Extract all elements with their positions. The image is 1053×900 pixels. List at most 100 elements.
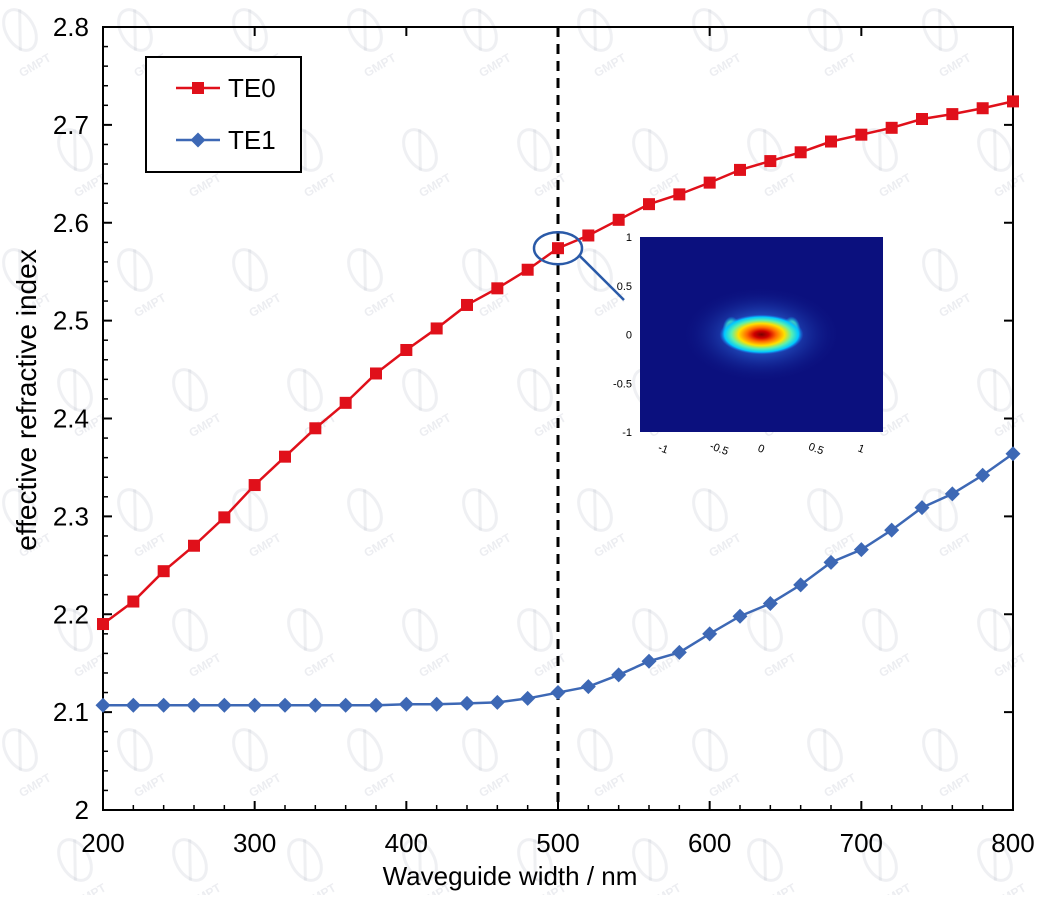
watermark-text: GMPT bbox=[706, 770, 744, 800]
watermark-icon bbox=[287, 838, 323, 882]
watermark-text: GMPT bbox=[186, 170, 224, 200]
legend-box bbox=[145, 56, 302, 173]
watermark-icon bbox=[232, 728, 268, 772]
watermark-logo: GMPT bbox=[402, 128, 454, 200]
watermark-icon bbox=[577, 8, 613, 52]
watermark-text: GMPT bbox=[876, 650, 914, 680]
watermark-icon bbox=[57, 608, 93, 652]
watermark-icon bbox=[117, 248, 153, 292]
watermark-text: GMPT bbox=[821, 770, 859, 800]
watermark-icon bbox=[938, 489, 942, 531]
y-tick-label: 2 bbox=[75, 795, 89, 825]
watermark-logo: GMPT bbox=[922, 8, 974, 80]
watermark-logo: GMPT bbox=[232, 248, 284, 320]
watermark-icon bbox=[823, 9, 827, 51]
data-point-TE1 bbox=[944, 486, 960, 502]
watermark-icon bbox=[303, 609, 307, 651]
data-point-TE1 bbox=[853, 542, 869, 558]
watermark-icon bbox=[188, 369, 192, 411]
watermark-icon bbox=[418, 609, 422, 651]
watermark-text: GMPT bbox=[531, 410, 569, 440]
data-point-TE1 bbox=[307, 697, 323, 713]
data-point-TE1 bbox=[156, 697, 172, 713]
watermark-icon bbox=[133, 9, 137, 51]
watermark-icon bbox=[632, 838, 668, 882]
watermark-text: GMPT bbox=[301, 880, 339, 895]
data-point-TE0 bbox=[188, 539, 200, 552]
watermark-logo: GMPT bbox=[692, 8, 744, 80]
watermark-icon bbox=[73, 839, 77, 881]
watermark-logo: GMPT bbox=[922, 248, 974, 320]
watermark-icon bbox=[632, 608, 668, 652]
data-point-TE0 bbox=[339, 396, 352, 409]
watermark-text: GMPT bbox=[936, 290, 974, 320]
data-point-TE0 bbox=[1007, 95, 1019, 108]
watermark-icon bbox=[117, 8, 153, 52]
watermark-icon bbox=[402, 608, 438, 652]
watermark-icon bbox=[648, 839, 652, 881]
watermark-text: GMPT bbox=[531, 170, 569, 200]
data-point-TE0 bbox=[491, 282, 504, 295]
watermark-icon bbox=[533, 609, 537, 651]
watermark-icon bbox=[478, 249, 482, 291]
watermark-icon bbox=[478, 9, 482, 51]
watermark-logo: GMPT bbox=[2, 728, 54, 800]
series-layer bbox=[95, 95, 1021, 713]
watermark-text: GMPT bbox=[246, 290, 284, 320]
watermark-icon bbox=[977, 368, 1013, 412]
watermark-icon bbox=[462, 8, 498, 52]
watermark-icon bbox=[878, 839, 882, 881]
watermark-logo: GMPT bbox=[117, 488, 169, 560]
watermark-text: GMPT bbox=[301, 650, 339, 680]
watermark-icon bbox=[248, 489, 252, 531]
watermark-text: GMPT bbox=[361, 530, 399, 560]
data-point-TE0 bbox=[400, 343, 413, 356]
watermark-logo: GMPT bbox=[2, 8, 54, 80]
watermark-icon bbox=[402, 368, 438, 412]
watermark-icon bbox=[878, 129, 882, 171]
watermark-icon bbox=[993, 609, 997, 651]
watermark-icon bbox=[287, 608, 323, 652]
watermark-logo: GMPT bbox=[692, 728, 744, 800]
watermark-logo: GMPT bbox=[747, 838, 799, 900]
x-axis-label: Waveguide width / nm bbox=[383, 861, 638, 891]
watermark-icon bbox=[692, 728, 728, 772]
watermark-logo: GMPT bbox=[117, 728, 169, 800]
watermark-text: GMPT bbox=[416, 650, 454, 680]
watermark-icon bbox=[172, 368, 208, 412]
watermark-icon bbox=[862, 128, 898, 172]
watermark-icon bbox=[922, 8, 958, 52]
data-point-TE1 bbox=[338, 697, 354, 713]
watermark-icon bbox=[57, 838, 93, 882]
watermark-text: GMPT bbox=[246, 770, 284, 800]
inset-y-tick-label: 0.5 bbox=[617, 281, 632, 293]
inset-x-tick-label: -0.5 bbox=[708, 440, 730, 458]
data-point-TE0 bbox=[885, 121, 898, 134]
connector-line bbox=[579, 255, 625, 301]
watermark-icon bbox=[363, 489, 367, 531]
watermark-icon bbox=[823, 729, 827, 771]
data-point-TE0 bbox=[612, 213, 625, 226]
watermark-icon bbox=[878, 609, 882, 651]
inset-x-tick-label: 1 bbox=[856, 442, 866, 455]
data-point-TE1 bbox=[823, 554, 839, 570]
legend-marker-TE0 bbox=[192, 82, 204, 94]
data-point-TE1 bbox=[550, 685, 566, 701]
watermark-logo: GMPT bbox=[577, 488, 629, 560]
legend-label-TE1: TE1 bbox=[228, 125, 276, 155]
data-point-TE1 bbox=[793, 577, 809, 593]
inset-y-tick-label: -0.5 bbox=[613, 378, 632, 390]
watermark-icon bbox=[517, 608, 553, 652]
data-point-TE1 bbox=[762, 595, 778, 611]
watermark-text: GMPT bbox=[16, 770, 54, 800]
watermark-icon bbox=[922, 728, 958, 772]
watermark-icon bbox=[347, 488, 383, 532]
watermark-icon bbox=[117, 728, 153, 772]
watermark-icon bbox=[402, 838, 438, 882]
watermark-icon bbox=[462, 728, 498, 772]
y-tick-label: 2.5 bbox=[53, 306, 89, 336]
watermark-logo: GMPT bbox=[977, 608, 1029, 680]
watermark-text: GMPT bbox=[936, 770, 974, 800]
watermark-text: GMPT bbox=[131, 290, 169, 320]
watermark-icon bbox=[188, 839, 192, 881]
